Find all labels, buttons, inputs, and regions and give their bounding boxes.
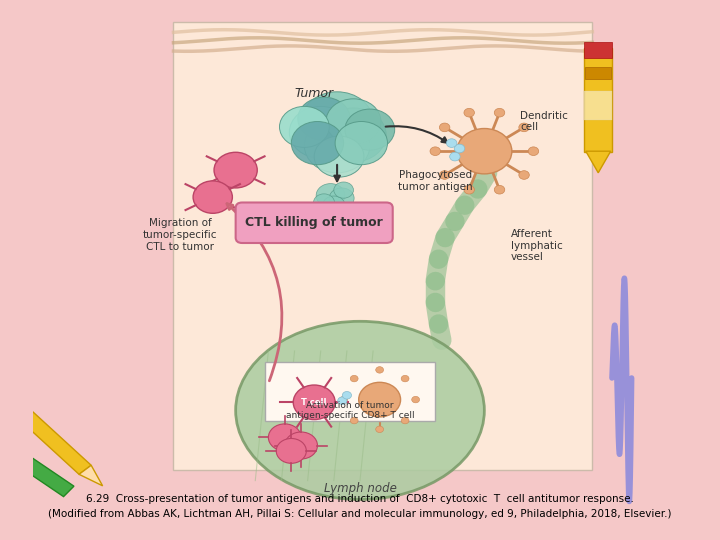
FancyBboxPatch shape (265, 362, 436, 421)
Circle shape (454, 144, 464, 153)
Circle shape (412, 396, 420, 403)
Circle shape (314, 136, 364, 177)
Text: Dendritic
cell: Dendritic cell (521, 111, 568, 132)
Circle shape (464, 109, 474, 117)
Circle shape (313, 194, 335, 211)
Circle shape (292, 122, 343, 165)
Circle shape (279, 106, 329, 147)
Text: (Modified from Abbas AK, Lichtman AH, Pillai S: Cellular and molecular immunolog: (Modified from Abbas AK, Lichtman AH, Pi… (48, 509, 672, 519)
Circle shape (350, 417, 358, 424)
Circle shape (450, 152, 460, 161)
Circle shape (214, 152, 257, 188)
FancyBboxPatch shape (585, 91, 612, 120)
FancyBboxPatch shape (174, 22, 593, 470)
Circle shape (301, 92, 373, 151)
Circle shape (359, 382, 400, 417)
Circle shape (269, 424, 301, 451)
Polygon shape (79, 465, 103, 486)
Polygon shape (586, 151, 611, 173)
FancyBboxPatch shape (585, 42, 612, 58)
Circle shape (495, 185, 505, 194)
Circle shape (528, 147, 539, 156)
Text: T cell: T cell (302, 398, 327, 407)
Polygon shape (0, 393, 91, 474)
Text: CTL killing of tumor: CTL killing of tumor (246, 216, 383, 229)
Text: Afferent
lymphatic
vessel: Afferent lymphatic vessel (510, 229, 562, 262)
Circle shape (401, 417, 409, 424)
Circle shape (284, 432, 318, 459)
Circle shape (401, 375, 409, 382)
Circle shape (439, 123, 450, 132)
Circle shape (316, 184, 345, 207)
FancyBboxPatch shape (585, 67, 611, 79)
Circle shape (323, 196, 345, 214)
Text: Activation of tumor
antigen-specific CD8+ T cell: Activation of tumor antigen-specific CD8… (286, 401, 415, 420)
FancyBboxPatch shape (585, 48, 612, 152)
Circle shape (457, 129, 512, 174)
Circle shape (326, 99, 381, 144)
Circle shape (342, 392, 351, 399)
Circle shape (329, 188, 354, 208)
Circle shape (298, 97, 350, 140)
FancyBboxPatch shape (235, 202, 392, 243)
Polygon shape (0, 424, 74, 497)
Circle shape (430, 147, 441, 156)
Circle shape (464, 185, 474, 194)
Circle shape (293, 385, 335, 420)
Circle shape (345, 109, 395, 150)
Circle shape (289, 106, 352, 158)
Circle shape (519, 171, 529, 179)
Circle shape (376, 426, 384, 433)
Circle shape (495, 109, 505, 117)
Circle shape (350, 375, 358, 382)
Circle shape (320, 108, 386, 162)
Text: Migration of
tumor-specific
CTL to tumor: Migration of tumor-specific CTL to tumor (143, 218, 217, 252)
Polygon shape (0, 385, 12, 402)
Text: Tumor: Tumor (294, 87, 334, 100)
Text: Lymph node: Lymph node (323, 482, 397, 495)
Circle shape (446, 139, 457, 147)
Ellipse shape (235, 321, 485, 500)
Circle shape (305, 119, 370, 173)
Text: Phagocytosed
tumor antigen: Phagocytosed tumor antigen (398, 170, 472, 192)
Circle shape (335, 122, 387, 165)
Circle shape (334, 182, 354, 198)
Circle shape (519, 123, 529, 132)
Circle shape (376, 367, 384, 373)
Circle shape (338, 397, 347, 404)
Circle shape (439, 171, 450, 179)
Circle shape (193, 181, 233, 213)
Circle shape (340, 396, 348, 403)
Text: 6.29  Cross-presentation of tumor antigens and induction of  CD8+ cytotoxic  T  : 6.29 Cross-presentation of tumor antigen… (86, 495, 634, 504)
Circle shape (276, 438, 306, 463)
